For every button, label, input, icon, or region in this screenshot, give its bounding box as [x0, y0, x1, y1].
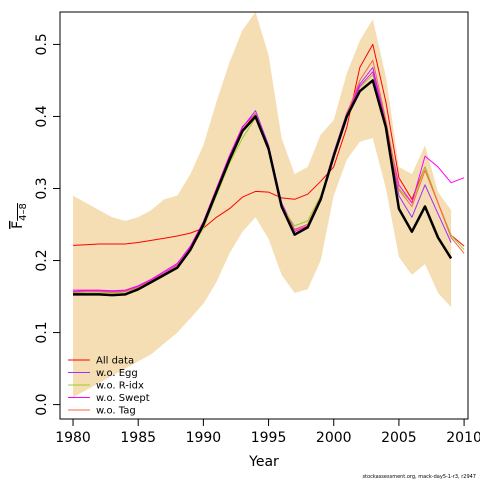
y-tick-label-0.5: 0.5: [34, 33, 50, 55]
y-tick-label-0: 0.0: [34, 393, 50, 415]
x-tick-label-1995: 1995: [251, 430, 287, 446]
y-tick-label-0.3: 0.3: [34, 177, 50, 199]
confidence-band-layer: [73, 12, 452, 398]
legend-label-w-o-swept: w.o. Swept: [96, 393, 150, 404]
y-axis-title: F4–8: [10, 203, 29, 229]
series-line-main: [73, 79, 453, 297]
y-axis-title-sub: 4–8: [18, 203, 29, 221]
x-tick-label-2000: 2000: [316, 430, 352, 446]
legend-label-w-o-r-idx: w.o. R-idx: [96, 381, 144, 392]
y-axis: 0.0 0.1 0.2 0.3 0.4 0.5: [34, 33, 60, 416]
x-axis-title: Year: [248, 454, 279, 470]
series-line-all-data: [72, 43, 465, 247]
series-layer: [72, 43, 465, 297]
x-tick-label-1985: 1985: [120, 430, 156, 446]
x-tick-label-1990: 1990: [186, 430, 222, 446]
y-tick-label-0.4: 0.4: [34, 105, 50, 127]
confidence-band: [73, 12, 452, 398]
footnote: stockassessment.org, mack-day5-1-r3, r29…: [362, 474, 476, 480]
legend-label-all-data: All data: [96, 356, 134, 367]
y-axis-title-main: F: [10, 221, 26, 229]
x-tick-label-2010: 2010: [446, 430, 480, 446]
x-tick-label-2005: 2005: [381, 430, 417, 446]
x-axis: 1980 1985 1990 1995 2000 2005 2010: [55, 419, 480, 446]
legend-label-w-o-egg: w.o. Egg: [96, 368, 138, 379]
plot-frame: [59, 11, 469, 420]
y-axis-title-group: F4–8: [10, 203, 29, 229]
legend-label-w-o-tag: w.o. Tag: [96, 406, 136, 417]
x-tick-label-1980: 1980: [55, 430, 91, 446]
y-tick-label-0.2: 0.2: [34, 249, 50, 271]
y-tick-label-0.1: 0.1: [34, 321, 50, 343]
